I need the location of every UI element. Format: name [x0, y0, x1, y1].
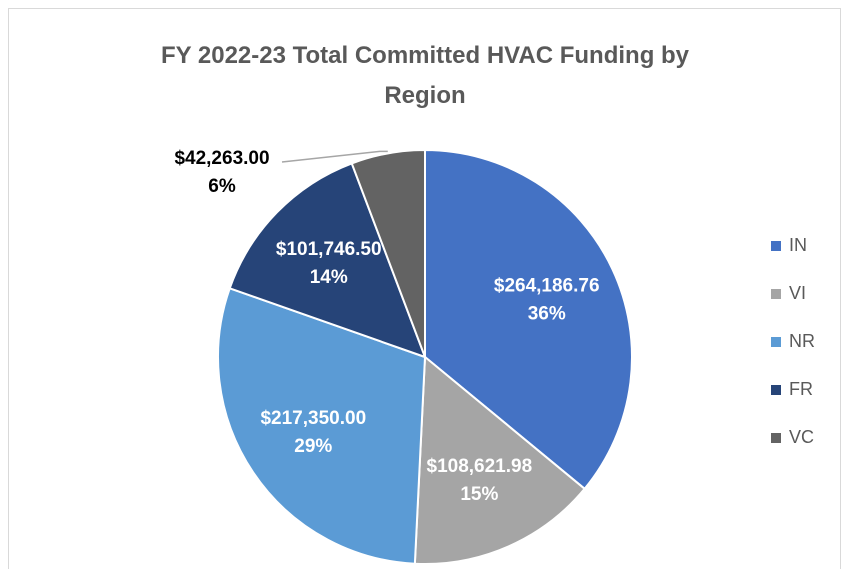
legend-label: VI — [789, 283, 806, 303]
legend-label: FR — [789, 379, 813, 399]
legend-swatch — [771, 337, 781, 347]
data-label-percent: 36% — [528, 304, 566, 325]
data-label-percent: 14% — [310, 267, 348, 288]
data-label: $264,186.76 — [494, 276, 600, 297]
legend-swatch — [771, 385, 781, 395]
pie-slice — [217, 287, 427, 565]
legend-label: VC — [789, 427, 814, 447]
data-label-percent: 6% — [208, 176, 236, 197]
legend-swatch — [771, 241, 781, 251]
legend-swatch — [771, 433, 781, 443]
pie-slice — [228, 162, 427, 359]
data-label-percent: 15% — [460, 484, 498, 505]
pie-slice — [424, 148, 633, 491]
data-label-percent: 29% — [294, 436, 332, 457]
chart-title: FY 2022-23 Total Committed HVAC Funding … — [160, 42, 690, 109]
pie-slice — [350, 148, 426, 358]
data-label: $108,621.98 — [427, 456, 533, 477]
leader-line — [281, 150, 388, 163]
legend-swatch — [771, 289, 781, 299]
legend-label: NR — [789, 331, 815, 351]
chart-frame — [8, 8, 841, 569]
data-label: $42,263.00 — [174, 148, 269, 169]
data-label: $101,746.50 — [276, 239, 382, 260]
legend-label: IN — [789, 235, 807, 255]
data-label: $217,350.00 — [260, 408, 366, 429]
pie-slice — [413, 354, 587, 565]
